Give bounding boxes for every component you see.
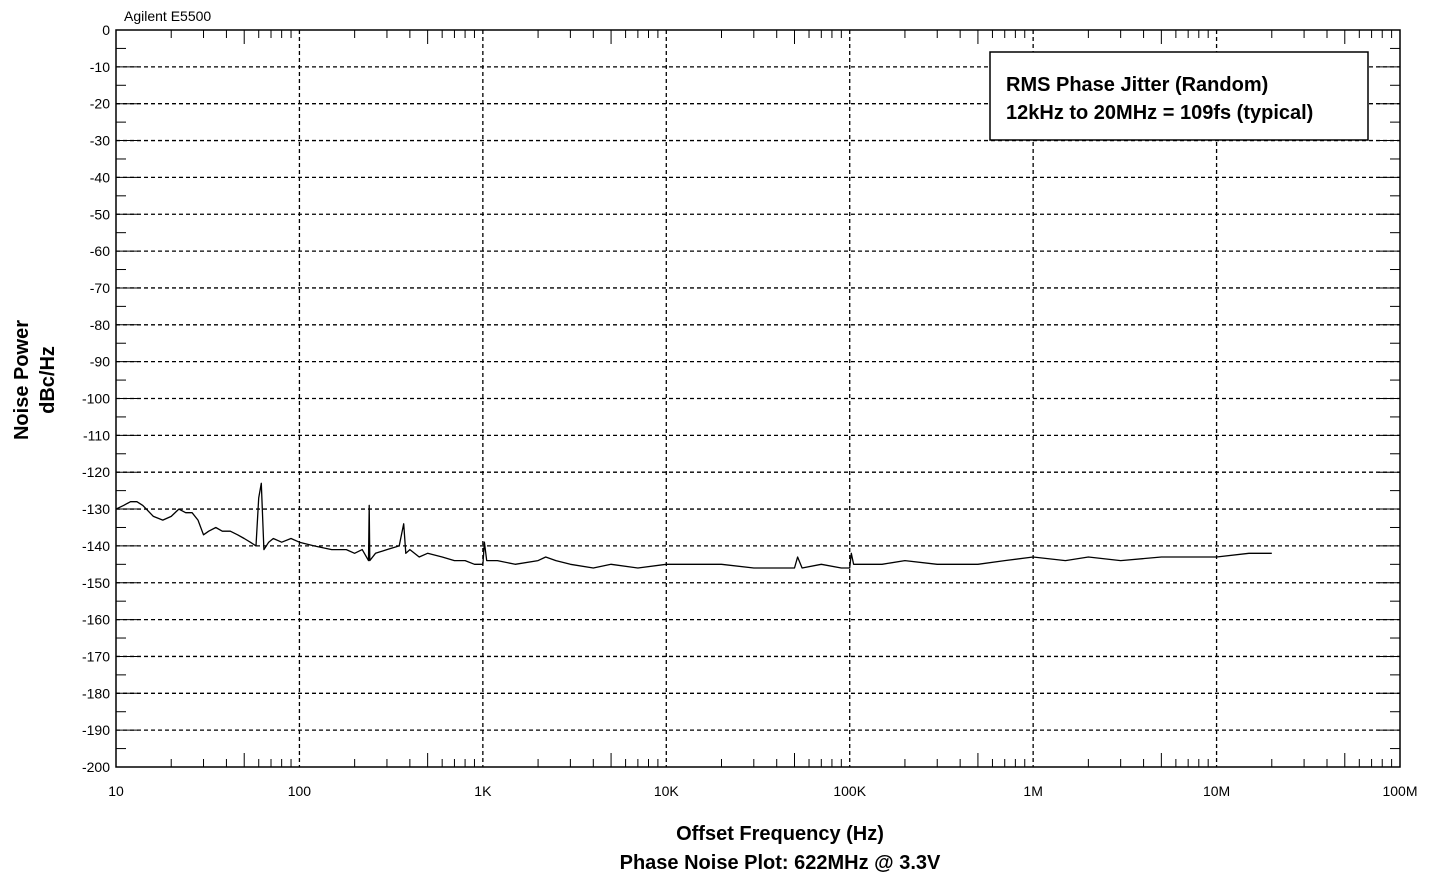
y-tick-label: -120	[82, 464, 110, 480]
y-tick-label: -140	[82, 538, 110, 554]
y-tick-label: 0	[102, 22, 110, 38]
y-axis-label-line-2: dBc/Hz	[37, 346, 59, 414]
y-tick-label: -80	[90, 317, 110, 333]
y-tick-label: -180	[82, 685, 110, 701]
y-tick-label: -170	[82, 648, 110, 664]
y-tick-label: -90	[90, 354, 110, 370]
grid	[116, 29, 1400, 768]
y-tick-label: -100	[82, 391, 110, 407]
x-tick-label: 10	[108, 783, 124, 799]
y-tick-label: -20	[90, 96, 110, 112]
x-tick-label: 1K	[474, 783, 492, 799]
minor-ticks	[116, 30, 1400, 767]
x-axis-label: Offset Frequency (Hz)	[676, 823, 884, 845]
y-tick-label: -150	[82, 575, 110, 591]
annotation-frame	[989, 51, 1369, 141]
annotation-box: RMS Phase Jitter (Random) 12kHz to 20MHz…	[989, 51, 1369, 141]
series-group	[115, 482, 1272, 569]
annotation-line-2: 12kHz to 20MHz = 109fs (typical)	[1006, 102, 1313, 124]
y-axis-label-line-1: Noise Power	[11, 320, 33, 440]
y-tick-labels: 0 -10 -20 -30 -40 -50 -60 -70 -80 -90 -100 -110 -120…	[82, 22, 110, 775]
y-tick-label: -70	[90, 280, 110, 296]
y-tick-label: -160	[82, 612, 110, 628]
chart-subtitle: Phase Noise Plot: 622MHz @ 3.3V	[620, 852, 941, 874]
x-tick-label: 100K	[833, 783, 866, 799]
y-tick-label: -50	[90, 206, 110, 222]
y-tick-label: -10	[90, 59, 110, 75]
x-tick-label: 1M	[1023, 783, 1042, 799]
x-tick-label: 10K	[654, 783, 680, 799]
y-tick-label: -130	[82, 501, 110, 517]
x-tick-labels: 10 100 1K 10K 100K 1M 10M 100M	[108, 783, 1417, 799]
y-tick-label: -30	[90, 133, 110, 149]
phase-noise-trace	[115, 482, 1272, 569]
y-tick-label: -40	[90, 169, 110, 185]
instrument-label: Agilent E5500	[124, 8, 211, 24]
x-tick-label: 100	[288, 783, 312, 799]
y-tick-label: -200	[82, 759, 110, 775]
annotation-line-1: RMS Phase Jitter (Random)	[1006, 74, 1268, 96]
x-tick-label: 10M	[1203, 783, 1230, 799]
y-tick-label: -110	[83, 427, 110, 443]
y-tick-label: -60	[90, 243, 110, 259]
y-tick-label: -190	[82, 722, 110, 738]
x-tick-label: 100M	[1382, 783, 1417, 799]
